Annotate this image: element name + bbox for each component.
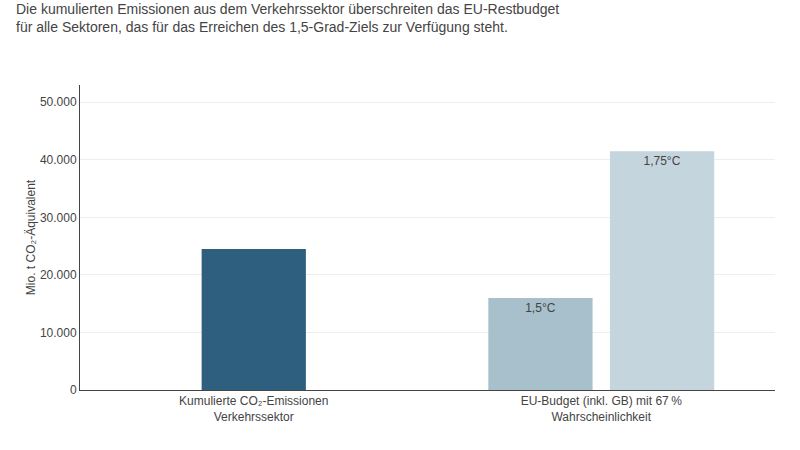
svg-text:0: 0	[70, 383, 77, 397]
svg-text:50.000: 50.000	[40, 95, 77, 109]
svg-text:20.000: 20.000	[40, 268, 77, 282]
svg-text:Mio. t CO₂-Äquivalent: Mio. t CO₂-Äquivalent	[24, 179, 38, 295]
svg-text:40.000: 40.000	[40, 153, 77, 167]
svg-text:1,75°C: 1,75°C	[643, 154, 680, 168]
svg-text:EU-Budget (inkl. GB) mit 67 %W: EU-Budget (inkl. GB) mit 67 %Wahrscheinl…	[521, 394, 682, 424]
svg-text:Die kumulierten Emissionen aus: Die kumulierten Emissionen aus dem Verke…	[16, 1, 559, 35]
svg-text:10.000: 10.000	[40, 326, 77, 340]
svg-text:Kumulierte CO₂-EmissionenVerke: Kumulierte CO₂-EmissionenVerkehrssektor	[179, 394, 328, 424]
svg-text:30.000: 30.000	[40, 211, 77, 225]
svg-text:1,5°C: 1,5°C	[525, 301, 555, 315]
